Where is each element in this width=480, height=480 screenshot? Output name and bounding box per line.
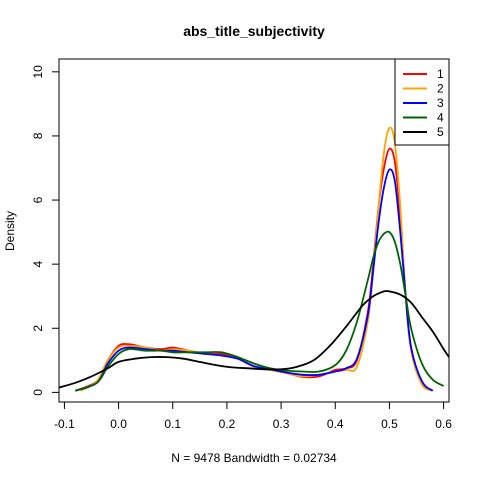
series-line-5 [59, 290, 449, 389]
y-tick-label: 4 [31, 261, 45, 268]
chart-title: abs_title_subjectivity [183, 23, 325, 39]
y-tick-label: 2 [31, 325, 45, 332]
x-tick-label: 0.4 [327, 417, 344, 431]
series-line-1 [74, 147, 434, 392]
legend-label: 1 [437, 67, 444, 81]
x-tick-label: -0.1 [54, 417, 75, 431]
legend-label: 2 [437, 82, 444, 96]
x-tick-label: 0.6 [435, 417, 452, 431]
x-tick-label: 0.3 [273, 417, 290, 431]
x-tick-label: 0.2 [219, 417, 236, 431]
legend-label: 4 [437, 111, 444, 125]
x-tick-label: 0.1 [164, 417, 181, 431]
legend-label: 3 [437, 96, 444, 110]
series-line-4 [74, 230, 445, 392]
y-axis: 0 2 4 6 8 10 [31, 65, 60, 396]
x-axis: -0.1 0.0 0.1 0.2 0.3 0.4 0.5 0.6 [54, 401, 452, 431]
y-tick-label: 0 [31, 389, 45, 396]
x-tick-label: 0.5 [381, 417, 398, 431]
y-tick-label: 10 [31, 65, 45, 79]
plot-frame [58, 58, 450, 403]
y-tick-label: 6 [31, 196, 45, 203]
y-tick-label: 8 [31, 132, 45, 139]
series-layer [59, 126, 449, 392]
x-axis-label: N = 9478 Bandwidth = 0.02734 [171, 451, 337, 465]
y-axis-label: Density [3, 211, 17, 251]
series-line-2 [80, 126, 434, 392]
x-tick-label: 0.0 [110, 417, 127, 431]
legend-label: 5 [437, 125, 444, 139]
series-line-3 [74, 168, 434, 392]
